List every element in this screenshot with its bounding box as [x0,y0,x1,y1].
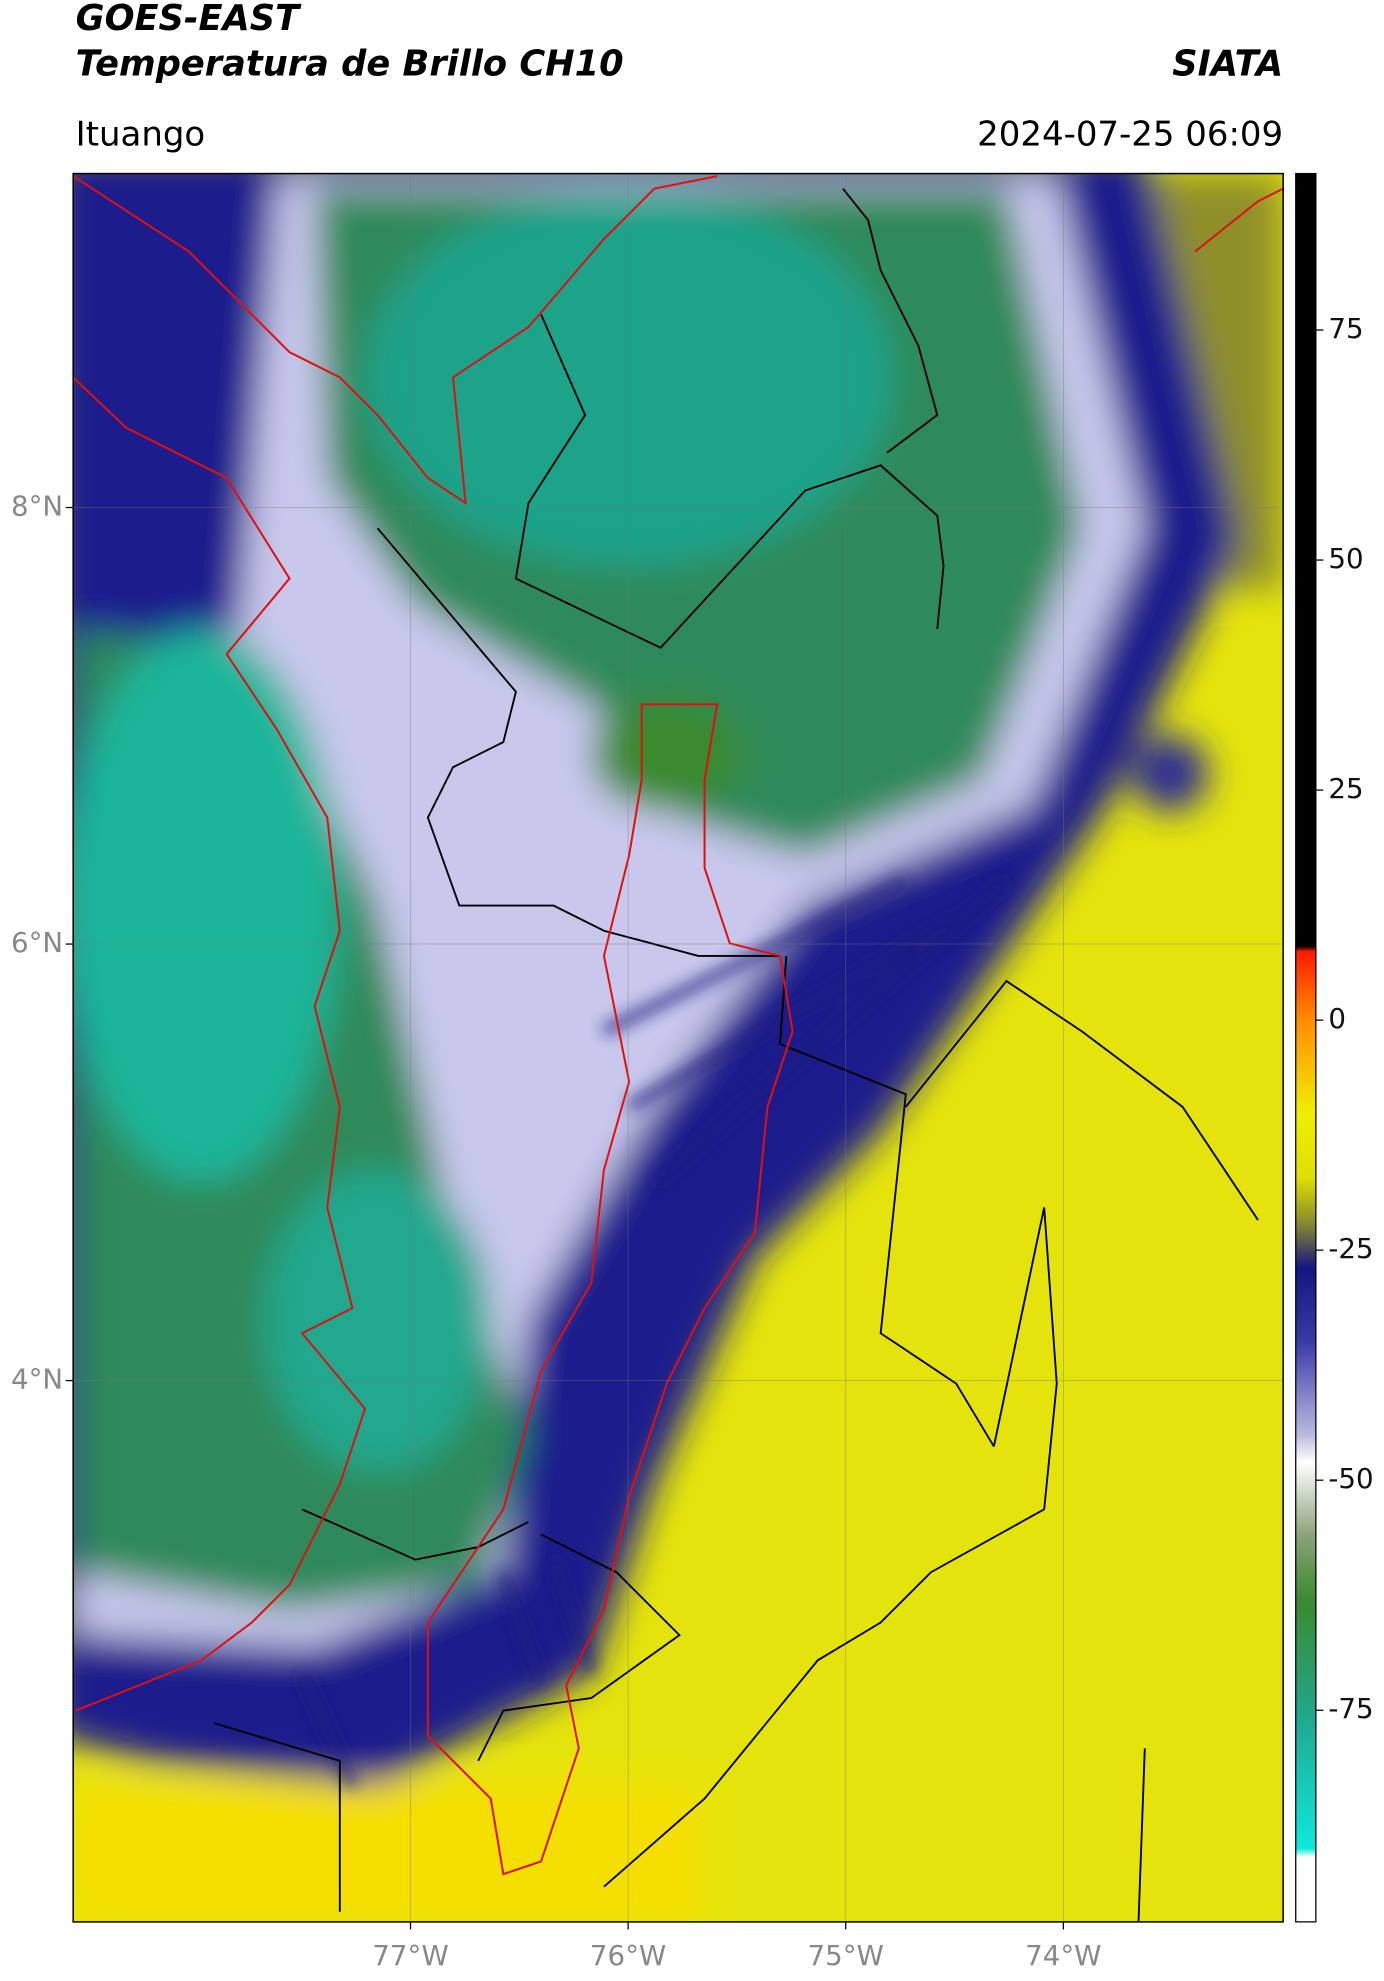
y-tick-label: 4°N [11,1363,63,1396]
colorbar-tick-label: -75 [1328,1692,1373,1725]
source: SIATA [1172,43,1283,84]
y-tick-label: 6°N [11,926,63,959]
x-tick-label: 74°W [1025,1939,1101,1972]
x-tick-label: 75°W [808,1939,884,1972]
colorbar-tick-label: -50 [1328,1462,1373,1495]
datetime: 2024-07-25 06:09 [977,114,1283,154]
x-tick-label: 76°W [590,1939,666,1972]
graticule [73,173,1284,1922]
colorbar-tick-label: 25 [1328,772,1363,805]
title: GOES-EAST [76,0,302,39]
colorbar-tick-label: 75 [1328,312,1363,345]
y-tick-label: 8°N [11,490,63,523]
map-frame [72,172,1284,1923]
location: Ituango [76,114,206,154]
colorbar-tick-label: 50 [1328,542,1363,575]
subtitle: Temperatura de Brillo CH10 [76,43,624,84]
map-image [73,173,1284,1922]
colorbar-tick-label: -25 [1328,1232,1373,1265]
colorbar [1295,172,1317,1923]
x-tick-label: 77°W [372,1939,448,1972]
colorbar-tick-label: 0 [1328,1002,1346,1035]
